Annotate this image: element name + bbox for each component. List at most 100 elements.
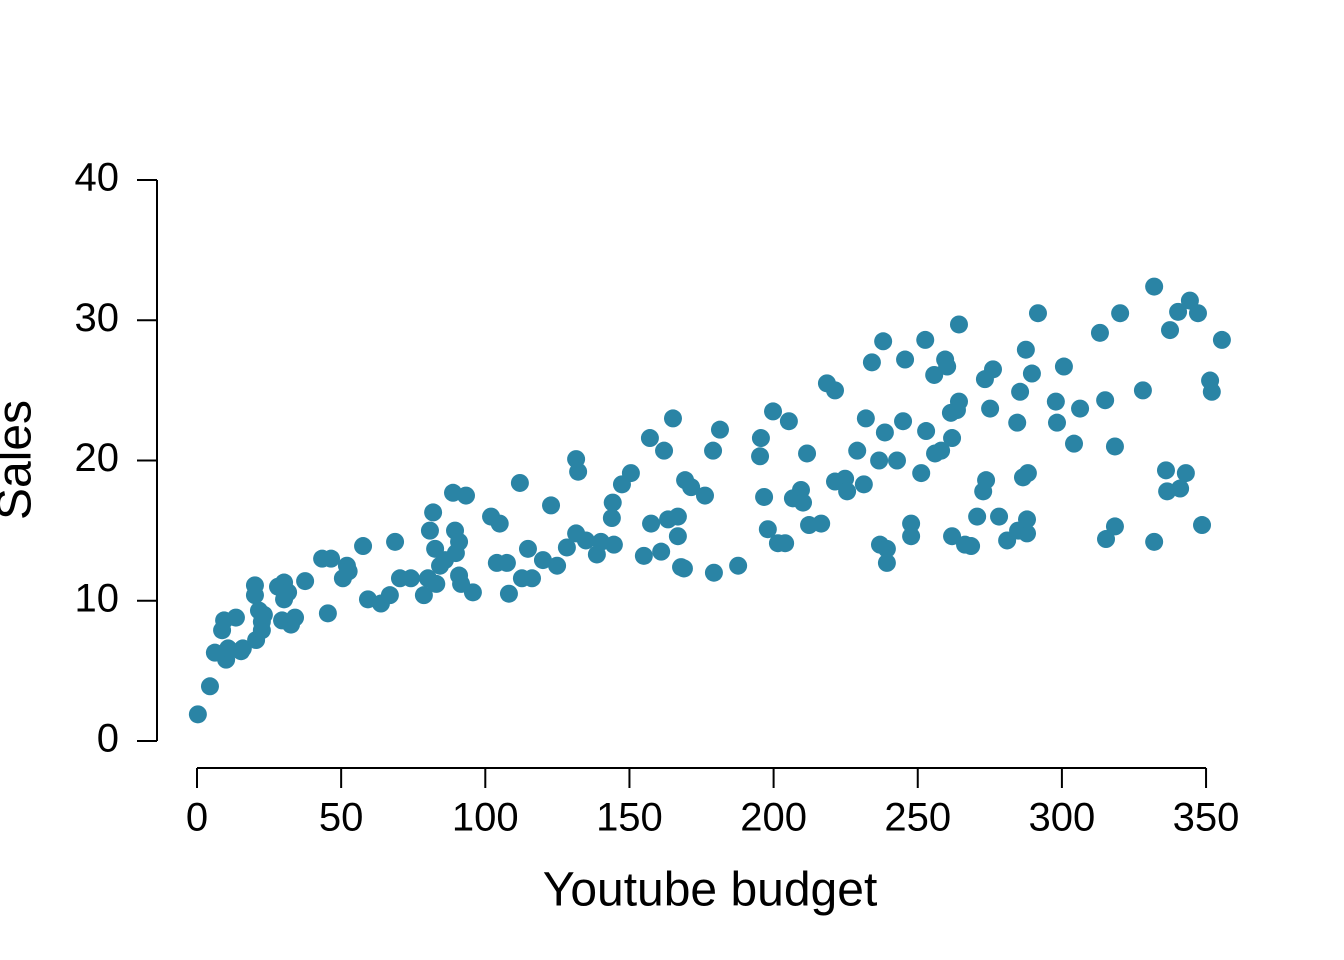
point xyxy=(621,464,640,483)
point xyxy=(812,514,831,533)
point xyxy=(870,451,889,470)
point xyxy=(1169,302,1188,321)
point xyxy=(602,509,621,528)
point xyxy=(943,429,962,448)
x-tick-label: 200 xyxy=(740,796,807,840)
point xyxy=(1188,304,1207,323)
point xyxy=(1105,517,1124,536)
point xyxy=(938,357,957,376)
point xyxy=(981,399,1000,418)
x-axis-label: Youtube budget xyxy=(543,864,878,917)
y-axis-label: Sales xyxy=(0,400,42,520)
point xyxy=(1090,323,1109,342)
point xyxy=(604,535,623,554)
point xyxy=(655,441,674,460)
point xyxy=(296,572,315,591)
x-tick-label: 350 xyxy=(1173,796,1240,840)
point xyxy=(226,608,245,627)
point xyxy=(523,569,542,588)
point xyxy=(1193,516,1212,535)
point xyxy=(695,486,714,505)
point xyxy=(200,677,219,696)
point xyxy=(380,586,399,605)
point xyxy=(983,360,1002,379)
point xyxy=(826,381,845,400)
point xyxy=(1071,399,1090,418)
point xyxy=(751,447,770,466)
point xyxy=(1096,391,1115,410)
point xyxy=(1156,461,1175,480)
point xyxy=(634,546,653,565)
point xyxy=(1028,304,1047,323)
point xyxy=(949,392,968,411)
point xyxy=(710,420,729,439)
point xyxy=(188,705,207,724)
point xyxy=(424,503,443,522)
point xyxy=(1016,340,1035,359)
point xyxy=(450,532,469,551)
point xyxy=(962,537,981,556)
point xyxy=(856,409,875,428)
point xyxy=(401,569,420,588)
point xyxy=(902,527,921,546)
point xyxy=(917,422,936,441)
point xyxy=(318,604,337,623)
point xyxy=(245,576,264,595)
point xyxy=(729,556,748,575)
point xyxy=(339,562,358,581)
point xyxy=(1011,382,1030,401)
point xyxy=(704,563,723,582)
point xyxy=(916,330,935,349)
point xyxy=(779,412,798,431)
y-tick-label: 20 xyxy=(75,436,120,480)
point xyxy=(1202,382,1221,401)
point xyxy=(674,559,693,578)
point xyxy=(1047,413,1066,432)
point xyxy=(652,542,671,561)
point xyxy=(1022,364,1041,383)
point xyxy=(456,486,475,505)
point xyxy=(499,584,518,603)
point xyxy=(1145,532,1164,551)
point xyxy=(286,608,305,627)
point xyxy=(463,583,482,602)
point xyxy=(1161,321,1180,340)
point xyxy=(894,412,913,431)
point xyxy=(751,429,770,448)
point xyxy=(862,353,881,372)
point xyxy=(704,441,723,460)
point xyxy=(1054,357,1073,376)
point xyxy=(1171,479,1190,498)
point xyxy=(896,350,915,369)
point xyxy=(1018,524,1037,543)
point xyxy=(682,478,701,497)
point xyxy=(1145,277,1164,296)
point xyxy=(533,551,552,570)
point xyxy=(877,539,896,558)
point xyxy=(1133,381,1152,400)
point xyxy=(794,493,813,512)
point xyxy=(758,520,777,539)
point xyxy=(542,496,561,515)
x-tick-label: 300 xyxy=(1029,796,1096,840)
point xyxy=(912,464,931,483)
point xyxy=(254,605,273,624)
y-tick-label: 40 xyxy=(75,156,120,200)
x-tick-label: 150 xyxy=(596,796,663,840)
point xyxy=(569,462,588,481)
point xyxy=(764,402,783,421)
point xyxy=(875,423,894,442)
x-tick-label: 50 xyxy=(319,796,364,840)
point xyxy=(420,521,439,540)
point xyxy=(668,507,687,526)
point xyxy=(977,471,996,490)
point xyxy=(877,553,896,572)
x-tick-label: 250 xyxy=(884,796,951,840)
point xyxy=(663,409,682,428)
point xyxy=(510,473,529,492)
point xyxy=(386,532,405,551)
point xyxy=(968,507,987,526)
y-tick-label: 30 xyxy=(75,296,120,340)
point xyxy=(990,507,1009,526)
